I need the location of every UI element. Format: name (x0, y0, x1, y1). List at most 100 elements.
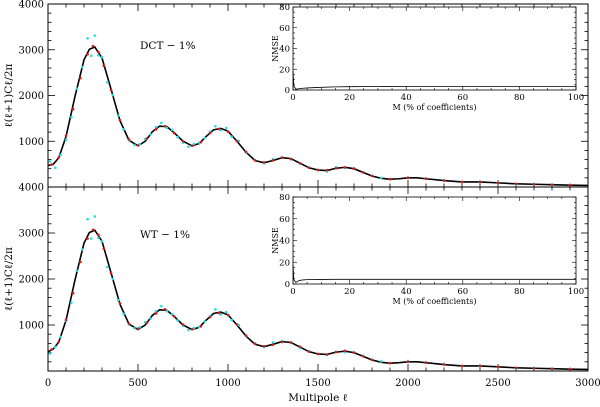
inset-x-tick-label: 60 (457, 93, 468, 103)
reconstruction-point (424, 177, 428, 181)
inset-y-tick-label: 60 (279, 215, 290, 225)
reconstruction-point (253, 342, 257, 346)
reconstruction-point (460, 180, 464, 184)
observed-point (64, 138, 68, 142)
y-tick-label: 1000 (19, 321, 44, 332)
observed-point (379, 360, 383, 363)
reconstruction-point (71, 107, 75, 111)
observed-point (59, 153, 62, 157)
reconstruction-point (145, 137, 149, 140)
reconstruction-point (253, 159, 257, 162)
reconstruction-point (217, 311, 221, 315)
reconstruction-point (71, 291, 75, 295)
nmse-curve (292, 71, 576, 90)
reconstruction-point (91, 228, 95, 232)
reconstruction-point (190, 144, 194, 148)
observed-point (187, 328, 190, 332)
reconstruction-point (172, 131, 176, 135)
inset-y-tick-label: 20 (279, 258, 290, 268)
reconstruction-point (109, 88, 113, 92)
reconstruction-point (568, 367, 572, 371)
reconstruction-point (86, 237, 89, 240)
observed-point (97, 236, 100, 240)
reconstruction-point (244, 334, 248, 337)
observed-point (214, 124, 217, 128)
observed-point (75, 87, 79, 90)
observed-point (59, 335, 62, 339)
reconstruction-point (57, 340, 61, 343)
observed-point (170, 312, 174, 316)
reconstruction-point (235, 139, 239, 143)
reconstruction-point (352, 167, 356, 170)
observed-point (122, 128, 125, 131)
observed-point (149, 317, 152, 320)
reconstruction-point (289, 341, 293, 344)
reconstruction-point (136, 327, 140, 330)
observed-point (70, 301, 73, 304)
inset-x-tick-label: 0 (290, 287, 295, 297)
reconstruction-point (145, 321, 149, 325)
reconstruction-point (136, 144, 140, 147)
inset-x-tick-label: 100 (568, 287, 584, 297)
observed-point (111, 277, 115, 281)
observed-point (154, 125, 158, 129)
reconstruction-point (325, 353, 329, 356)
reconstruction-point (568, 183, 572, 187)
y-tick-label: 4000 (19, 183, 44, 194)
nmse-curve (292, 264, 576, 283)
reconstruction-point (154, 312, 158, 315)
inset-y-tick-label: 40 (279, 237, 290, 247)
observed-point (176, 135, 179, 139)
observed-point (160, 121, 163, 125)
reconstruction-point (217, 127, 221, 131)
reconstruction-point (388, 361, 392, 365)
reconstruction-point (334, 350, 338, 354)
reconstruction-point (496, 181, 500, 185)
observed-point (230, 135, 233, 138)
observed-point (116, 114, 120, 117)
observed-point (122, 312, 125, 316)
observed-point (111, 93, 115, 97)
reconstruction-point (550, 183, 554, 187)
inset-y-tick-label: 80 (279, 3, 290, 13)
y-tick-label: 4000 (19, 0, 44, 11)
observed-point (138, 326, 142, 329)
observed-point (80, 65, 84, 69)
reconstruction-point (64, 318, 68, 322)
reconstruction-point (208, 315, 212, 319)
inset-y-tick-label: 80 (279, 193, 290, 203)
reconstruction-point (208, 131, 212, 135)
inset-x-tick-label: 100 (568, 93, 584, 103)
reconstruction-point (406, 176, 410, 180)
observed-point (224, 310, 228, 314)
observed-point (80, 248, 84, 251)
observed-point (48, 160, 52, 163)
inset-x-tick-label: 40 (401, 287, 412, 297)
observed-point (176, 319, 179, 322)
reconstruction-point (388, 177, 392, 181)
reconstruction-point (226, 130, 230, 133)
reconstruction-point (199, 325, 203, 328)
reconstruction-point (550, 367, 554, 371)
inset-x-axis-label: M (% of coefficients) (393, 103, 477, 112)
reconstruction-point (181, 139, 185, 143)
observed-point (86, 37, 89, 40)
reconstruction-point (262, 160, 266, 164)
reconstruction-point (442, 179, 446, 182)
reconstruction-point (181, 323, 185, 326)
reconstruction-point (97, 233, 100, 237)
observed-point (230, 318, 233, 322)
observed-point (203, 320, 206, 323)
inset-y-axis-label: NMSE (271, 35, 280, 62)
y-tick-label: 2000 (19, 91, 44, 102)
observed-point (116, 298, 120, 302)
reconstruction-point (514, 182, 518, 186)
reconstruction-point (532, 366, 536, 370)
reconstruction-point (271, 343, 275, 347)
reconstruction-point (361, 354, 365, 358)
reconstruction-point (118, 302, 122, 305)
y-tick-label: 2000 (19, 275, 44, 286)
reconstruction-point (424, 361, 428, 365)
reconstruction-point (343, 349, 347, 353)
